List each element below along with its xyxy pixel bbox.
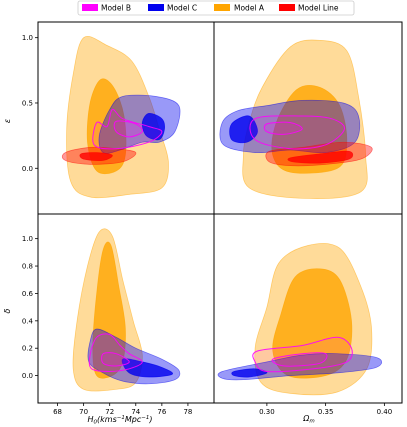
panel-h0-eps bbox=[61, 35, 181, 199]
legend-item-2: Model A bbox=[214, 4, 265, 13]
ytick-label-delta: 0.8 bbox=[22, 263, 33, 271]
xtick-label-H0: 74 bbox=[131, 408, 140, 416]
panel-om-eps bbox=[219, 39, 373, 199]
axis-ticks: 68 70 72 74 76 78 0.30 0.35 0.40 0.0 0.5 1.0 0.0 0.2 0… bbox=[22, 34, 392, 416]
axis-labels: ε δ H0(kms−1Mpc−1) Ωm bbox=[3, 118, 315, 425]
ytick-label-delta: 0.6 bbox=[22, 290, 34, 298]
ylabel-eps: ε bbox=[3, 118, 12, 123]
contour-model-b-95 bbox=[92, 108, 163, 150]
legend: Model B Model C Model A Model Line bbox=[77, 0, 355, 16]
xlabel-om: Ωm bbox=[302, 414, 314, 425]
ytick-label-eps: 0.5 bbox=[22, 99, 33, 107]
contour-model-line-68 bbox=[287, 150, 354, 164]
frame-om-delta bbox=[213, 213, 403, 404]
contour-model-b-95 bbox=[252, 336, 353, 373]
legend-item-1: Model C bbox=[148, 4, 197, 13]
contour-model-b-68 bbox=[271, 352, 328, 367]
contour-model-c-68 bbox=[141, 112, 165, 141]
legend-swatch-1 bbox=[148, 4, 164, 11]
xtick-label-H0: 78 bbox=[183, 408, 192, 416]
legend-item-3: Model Line bbox=[279, 4, 339, 13]
ylabel-delta: δ bbox=[3, 308, 12, 313]
legend-item-0: Model B bbox=[82, 4, 131, 13]
contour-model-b-68 bbox=[113, 120, 144, 138]
contour-model-b-68 bbox=[101, 352, 130, 367]
legend-label-0: Model B bbox=[101, 4, 131, 13]
ytick-label-eps: 1.0 bbox=[22, 34, 33, 42]
legend-label-3: Model Line bbox=[298, 4, 339, 13]
contour-model-b-68 bbox=[263, 121, 303, 135]
contour-model-b-95 bbox=[249, 115, 345, 150]
ytick-label-eps: 0.0 bbox=[22, 165, 33, 173]
ytick-label-delta: 0.2 bbox=[22, 345, 33, 353]
xtick-label-Om: 0.35 bbox=[318, 408, 334, 416]
contour-model-c-68 bbox=[231, 368, 268, 378]
xlabel-h0: H0(kms−1Mpc−1) bbox=[88, 415, 153, 426]
ytick-label-delta: 0.0 bbox=[22, 372, 33, 380]
xtick-label-Om: 0.30 bbox=[259, 408, 275, 416]
xtick-label-H0: 76 bbox=[157, 408, 166, 416]
xtick-label-H0: 68 bbox=[53, 408, 62, 416]
legend-label-2: Model A bbox=[234, 4, 265, 13]
panel-om-delta bbox=[217, 243, 383, 396]
xtick-label-H0: 70 bbox=[79, 408, 88, 416]
legend-swatch-0 bbox=[82, 4, 98, 11]
xtick-label-H0: 72 bbox=[105, 408, 114, 416]
contour-model-line-68 bbox=[79, 152, 113, 161]
legend-swatch-3 bbox=[279, 4, 295, 11]
panel-h0-delta bbox=[72, 228, 181, 392]
legend-label-1: Model C bbox=[167, 4, 197, 13]
ytick-label-delta: 1.0 bbox=[22, 235, 33, 243]
legend-swatch-2 bbox=[214, 4, 230, 11]
contour-model-a-68 bbox=[271, 85, 348, 174]
xtick-label-Om: 0.40 bbox=[377, 408, 393, 416]
ytick-label-delta: 0.4 bbox=[22, 317, 34, 325]
axes-frames bbox=[37, 21, 403, 404]
contour-model-a-68 bbox=[272, 268, 353, 379]
